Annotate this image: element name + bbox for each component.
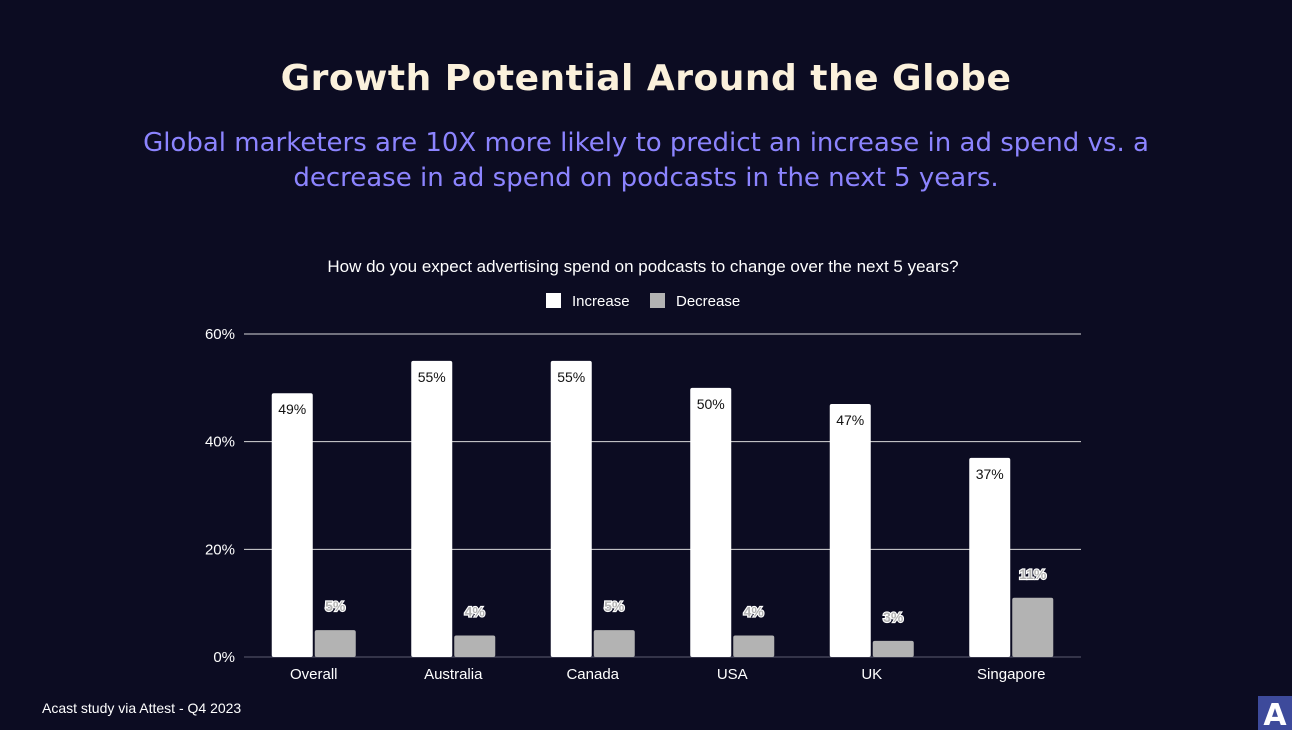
y-tick-label: 40% xyxy=(205,434,235,451)
bar-increase xyxy=(969,457,1011,657)
bar-increase xyxy=(690,387,732,657)
data-label-decrease: 3% xyxy=(883,609,904,625)
bar-increase xyxy=(829,403,871,657)
x-tick-label: UK xyxy=(861,666,882,683)
bar-decrease xyxy=(593,630,635,657)
bar-decrease xyxy=(1012,597,1054,657)
logo-letter: A xyxy=(1263,698,1287,730)
acast-logo-icon: A xyxy=(1258,696,1292,730)
bar-increase xyxy=(271,393,313,657)
data-label-decrease: 5% xyxy=(604,598,625,614)
bar-increase xyxy=(550,360,592,657)
data-label-decrease: 4% xyxy=(744,603,765,619)
page-title: Growth Potential Around the Globe xyxy=(280,58,1012,99)
legend-label-decrease: Decrease xyxy=(676,293,740,310)
source-note: Acast study via Attest - Q4 2023 xyxy=(42,700,242,716)
page-subtitle: Global marketers are 10X more likely to … xyxy=(143,128,1149,193)
data-label-increase: 55% xyxy=(557,369,585,385)
data-label-decrease: 4% xyxy=(465,603,486,619)
data-label-increase: 47% xyxy=(836,412,864,428)
legend-label-increase: Increase xyxy=(572,293,630,310)
x-tick-label: Australia xyxy=(424,666,483,683)
x-tick-label: Singapore xyxy=(977,666,1045,683)
legend-swatch-increase xyxy=(546,293,561,308)
data-label-decrease: 5% xyxy=(325,598,346,614)
chart-title: How do you expect advertising spend on p… xyxy=(327,257,958,276)
x-tick-label: Overall xyxy=(290,666,338,683)
x-tick-label: USA xyxy=(717,666,748,683)
data-label-increase: 55% xyxy=(418,369,446,385)
data-label-increase: 37% xyxy=(976,466,1004,482)
bar-decrease xyxy=(733,635,775,657)
y-tick-label: 60% xyxy=(205,326,235,343)
x-tick-label: Canada xyxy=(566,666,619,683)
bar-decrease xyxy=(454,635,496,657)
data-label-increase: 49% xyxy=(278,401,306,417)
bar-decrease xyxy=(314,630,356,657)
bar-chart: How do you expect advertising spend on p… xyxy=(205,257,1081,683)
y-tick-label: 0% xyxy=(213,649,235,666)
bar-decrease xyxy=(872,640,914,657)
legend-swatch-decrease xyxy=(650,293,665,308)
y-tick-label: 20% xyxy=(205,541,235,558)
bar-increase xyxy=(411,360,453,657)
data-label-decrease: 11% xyxy=(1019,566,1047,582)
data-label-increase: 50% xyxy=(697,396,725,412)
